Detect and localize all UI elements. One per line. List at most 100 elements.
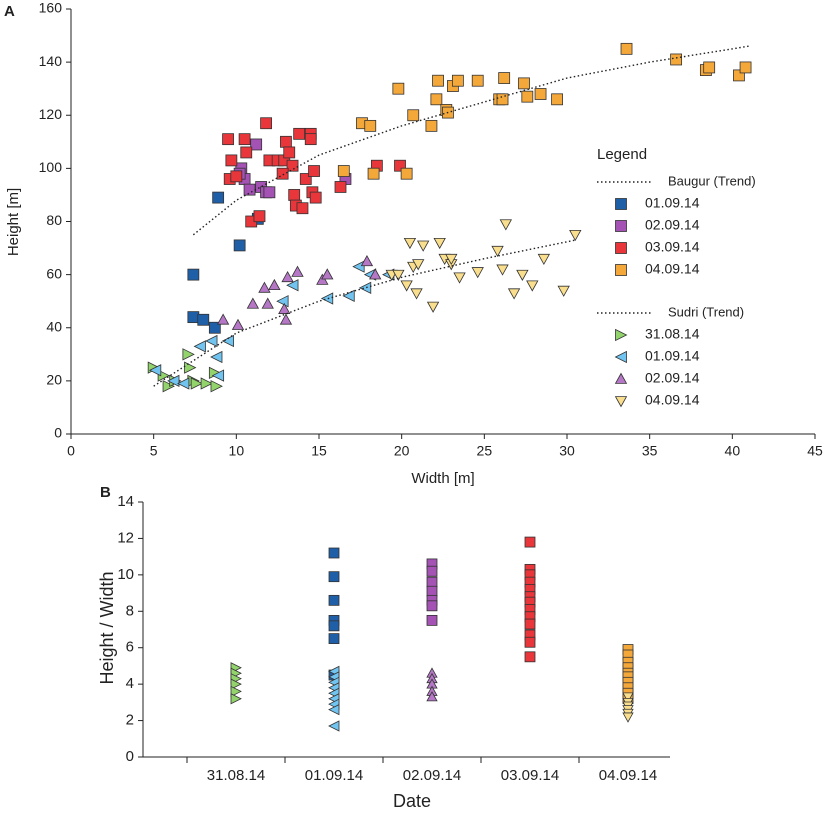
marker bbox=[321, 268, 334, 280]
marker bbox=[496, 264, 509, 276]
x-tick-label: 04.09.14 bbox=[599, 767, 657, 784]
marker bbox=[534, 88, 547, 100]
marker bbox=[358, 281, 372, 295]
marker bbox=[291, 265, 304, 277]
marker bbox=[184, 361, 197, 374]
marker bbox=[211, 369, 225, 382]
marker bbox=[518, 77, 530, 90]
marker bbox=[177, 377, 190, 390]
marker bbox=[231, 318, 245, 330]
x-tick-label: 02.09.14 bbox=[403, 767, 461, 784]
marker bbox=[392, 82, 405, 95]
marker bbox=[453, 272, 466, 284]
marker bbox=[308, 165, 320, 177]
marker bbox=[498, 72, 511, 84]
marker bbox=[210, 380, 223, 393]
marker bbox=[433, 237, 446, 250]
marker bbox=[208, 321, 221, 334]
marker bbox=[622, 692, 634, 703]
marker bbox=[187, 311, 200, 324]
marker bbox=[286, 159, 299, 172]
marker bbox=[426, 691, 438, 702]
legend-label: 31.08.14 bbox=[645, 326, 700, 342]
marker bbox=[304, 133, 317, 146]
marker bbox=[426, 614, 438, 626]
y-tick-label: 120 bbox=[39, 106, 63, 122]
y-tick-label: 60 bbox=[46, 265, 62, 281]
marker bbox=[230, 685, 242, 698]
marker bbox=[337, 165, 350, 177]
marker bbox=[739, 61, 752, 74]
marker bbox=[426, 565, 438, 577]
panel-label: A bbox=[4, 3, 15, 20]
marker bbox=[367, 167, 380, 180]
legend-group: Baugur (Trend) bbox=[668, 173, 756, 188]
x-axis-label: Date bbox=[393, 791, 431, 811]
marker bbox=[392, 269, 405, 281]
legend-marker bbox=[615, 220, 627, 232]
marker bbox=[426, 585, 438, 597]
x-tick-label: 31.08.14 bbox=[207, 767, 265, 784]
marker bbox=[394, 159, 406, 172]
legend-title: Legend bbox=[597, 146, 647, 163]
marker bbox=[268, 278, 281, 291]
marker bbox=[733, 69, 745, 82]
marker bbox=[369, 268, 382, 280]
x-tick-label: 01.09.14 bbox=[305, 767, 363, 784]
marker bbox=[276, 295, 289, 308]
marker bbox=[230, 678, 242, 690]
marker bbox=[210, 350, 223, 364]
marker bbox=[426, 301, 440, 313]
marker bbox=[400, 280, 413, 292]
marker bbox=[240, 146, 253, 159]
marker bbox=[296, 202, 309, 215]
marker bbox=[471, 267, 484, 279]
marker bbox=[499, 219, 513, 231]
y-axis-label: Height / Width bbox=[97, 571, 117, 684]
marker bbox=[524, 651, 536, 663]
trend-line bbox=[153, 239, 576, 387]
marker bbox=[400, 167, 413, 180]
marker bbox=[261, 297, 274, 309]
y-tick-label: 8 bbox=[126, 602, 134, 619]
marker bbox=[670, 53, 683, 66]
marker bbox=[524, 618, 536, 630]
marker bbox=[407, 109, 420, 122]
x-tick-label: 5 bbox=[150, 443, 158, 459]
marker bbox=[516, 269, 529, 281]
marker bbox=[238, 133, 251, 146]
marker bbox=[328, 620, 340, 632]
y-tick-label: 14 bbox=[117, 493, 134, 510]
marker bbox=[412, 259, 425, 271]
marker bbox=[278, 302, 291, 314]
legend-marker bbox=[614, 350, 627, 364]
marker bbox=[342, 289, 355, 303]
marker bbox=[258, 281, 271, 293]
marker bbox=[620, 42, 633, 55]
x-tick-label: 10 bbox=[229, 443, 245, 459]
marker bbox=[451, 74, 464, 87]
marker bbox=[524, 536, 536, 548]
x-tick-label: 25 bbox=[477, 443, 493, 459]
x-tick-label: 30 bbox=[559, 443, 575, 459]
marker bbox=[425, 119, 438, 132]
marker bbox=[320, 292, 334, 305]
marker bbox=[360, 255, 374, 267]
marker bbox=[182, 348, 195, 361]
x-tick-label: 45 bbox=[807, 443, 823, 459]
y-axis-label: Height [m] bbox=[5, 188, 22, 256]
y-tick-label: 160 bbox=[39, 0, 63, 16]
marker bbox=[276, 167, 289, 180]
y-tick-label: 100 bbox=[39, 159, 63, 175]
marker bbox=[622, 712, 634, 723]
marker bbox=[526, 280, 539, 292]
x-axis-label: Width [m] bbox=[411, 470, 474, 487]
legend-marker bbox=[614, 372, 628, 384]
marker bbox=[430, 93, 443, 106]
y-tick-label: 2 bbox=[126, 712, 134, 729]
panel-label: B bbox=[100, 484, 111, 501]
y-tick-label: 40 bbox=[46, 318, 62, 334]
marker bbox=[279, 313, 293, 325]
marker bbox=[445, 253, 458, 266]
